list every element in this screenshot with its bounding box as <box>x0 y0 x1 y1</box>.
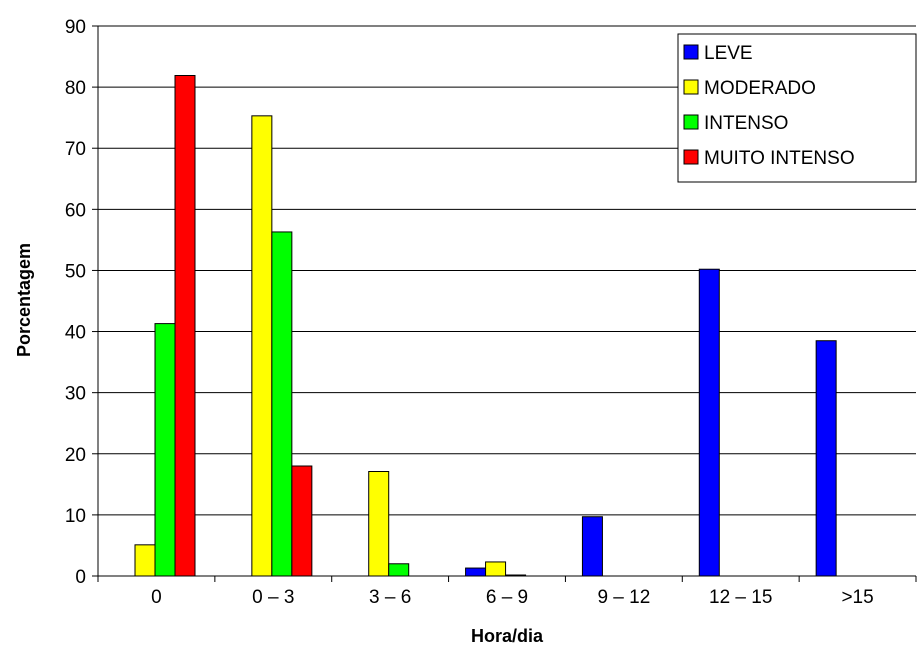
x-tick-label: 0 <box>151 587 162 608</box>
y-tick-label: 40 <box>65 323 86 344</box>
legend-label: MODERADO <box>704 78 816 99</box>
bar <box>291 465 313 577</box>
y-tick-label: 90 <box>65 17 86 38</box>
bar <box>388 563 410 577</box>
x-axis-title: Hora/dia <box>471 626 544 646</box>
y-tick-label: 30 <box>65 384 86 405</box>
legend-swatch <box>683 114 699 130</box>
y-tick-label: 70 <box>65 139 86 160</box>
y-axis-title: Porcentagem <box>14 243 34 357</box>
y-tick-label: 80 <box>65 78 86 99</box>
y-tick-label: 20 <box>65 445 86 466</box>
bar <box>485 561 507 577</box>
x-tick-label: >15 <box>841 587 873 608</box>
bar <box>251 115 273 577</box>
y-tick-label: 50 <box>65 261 86 282</box>
x-tick-label: 12 – 15 <box>709 587 772 608</box>
x-tick-label: 0 – 3 <box>252 587 294 608</box>
x-tick-labels: 0 0 – 3 3 – 6 6 – 9 9 – 12 12 – 15 >15 <box>151 587 874 608</box>
y-tick-label: 0 <box>75 567 86 588</box>
y-tick-labels: 0 10 20 30 40 50 60 70 80 90 <box>65 17 86 588</box>
x-tick-label: 6 – 9 <box>486 587 528 608</box>
axes <box>92 25 917 582</box>
legend: LEVE MODERADO INTENSO MUITO INTENSO <box>677 33 917 183</box>
bar <box>368 471 390 577</box>
bar <box>134 544 156 577</box>
bar <box>698 268 720 577</box>
bar-series <box>134 75 837 577</box>
legend-swatch <box>683 149 699 165</box>
legend-swatch <box>683 79 699 95</box>
bar <box>581 516 603 577</box>
y-tick-label: 10 <box>65 506 86 527</box>
gridlines <box>98 25 916 516</box>
legend-label: LEVE <box>704 43 753 64</box>
x-tick-label: 9 – 12 <box>597 587 650 608</box>
legend-label: MUITO INTENSO <box>704 148 855 169</box>
bar <box>815 340 837 577</box>
legend-label: INTENSO <box>704 113 788 134</box>
x-tick-label: 3 – 6 <box>369 587 411 608</box>
bar <box>271 231 293 577</box>
y-tick-label: 60 <box>65 200 86 221</box>
bar <box>174 75 196 577</box>
bar <box>154 323 176 577</box>
bar <box>465 567 487 577</box>
legend-swatch <box>683 44 699 60</box>
legend-box <box>677 33 917 183</box>
